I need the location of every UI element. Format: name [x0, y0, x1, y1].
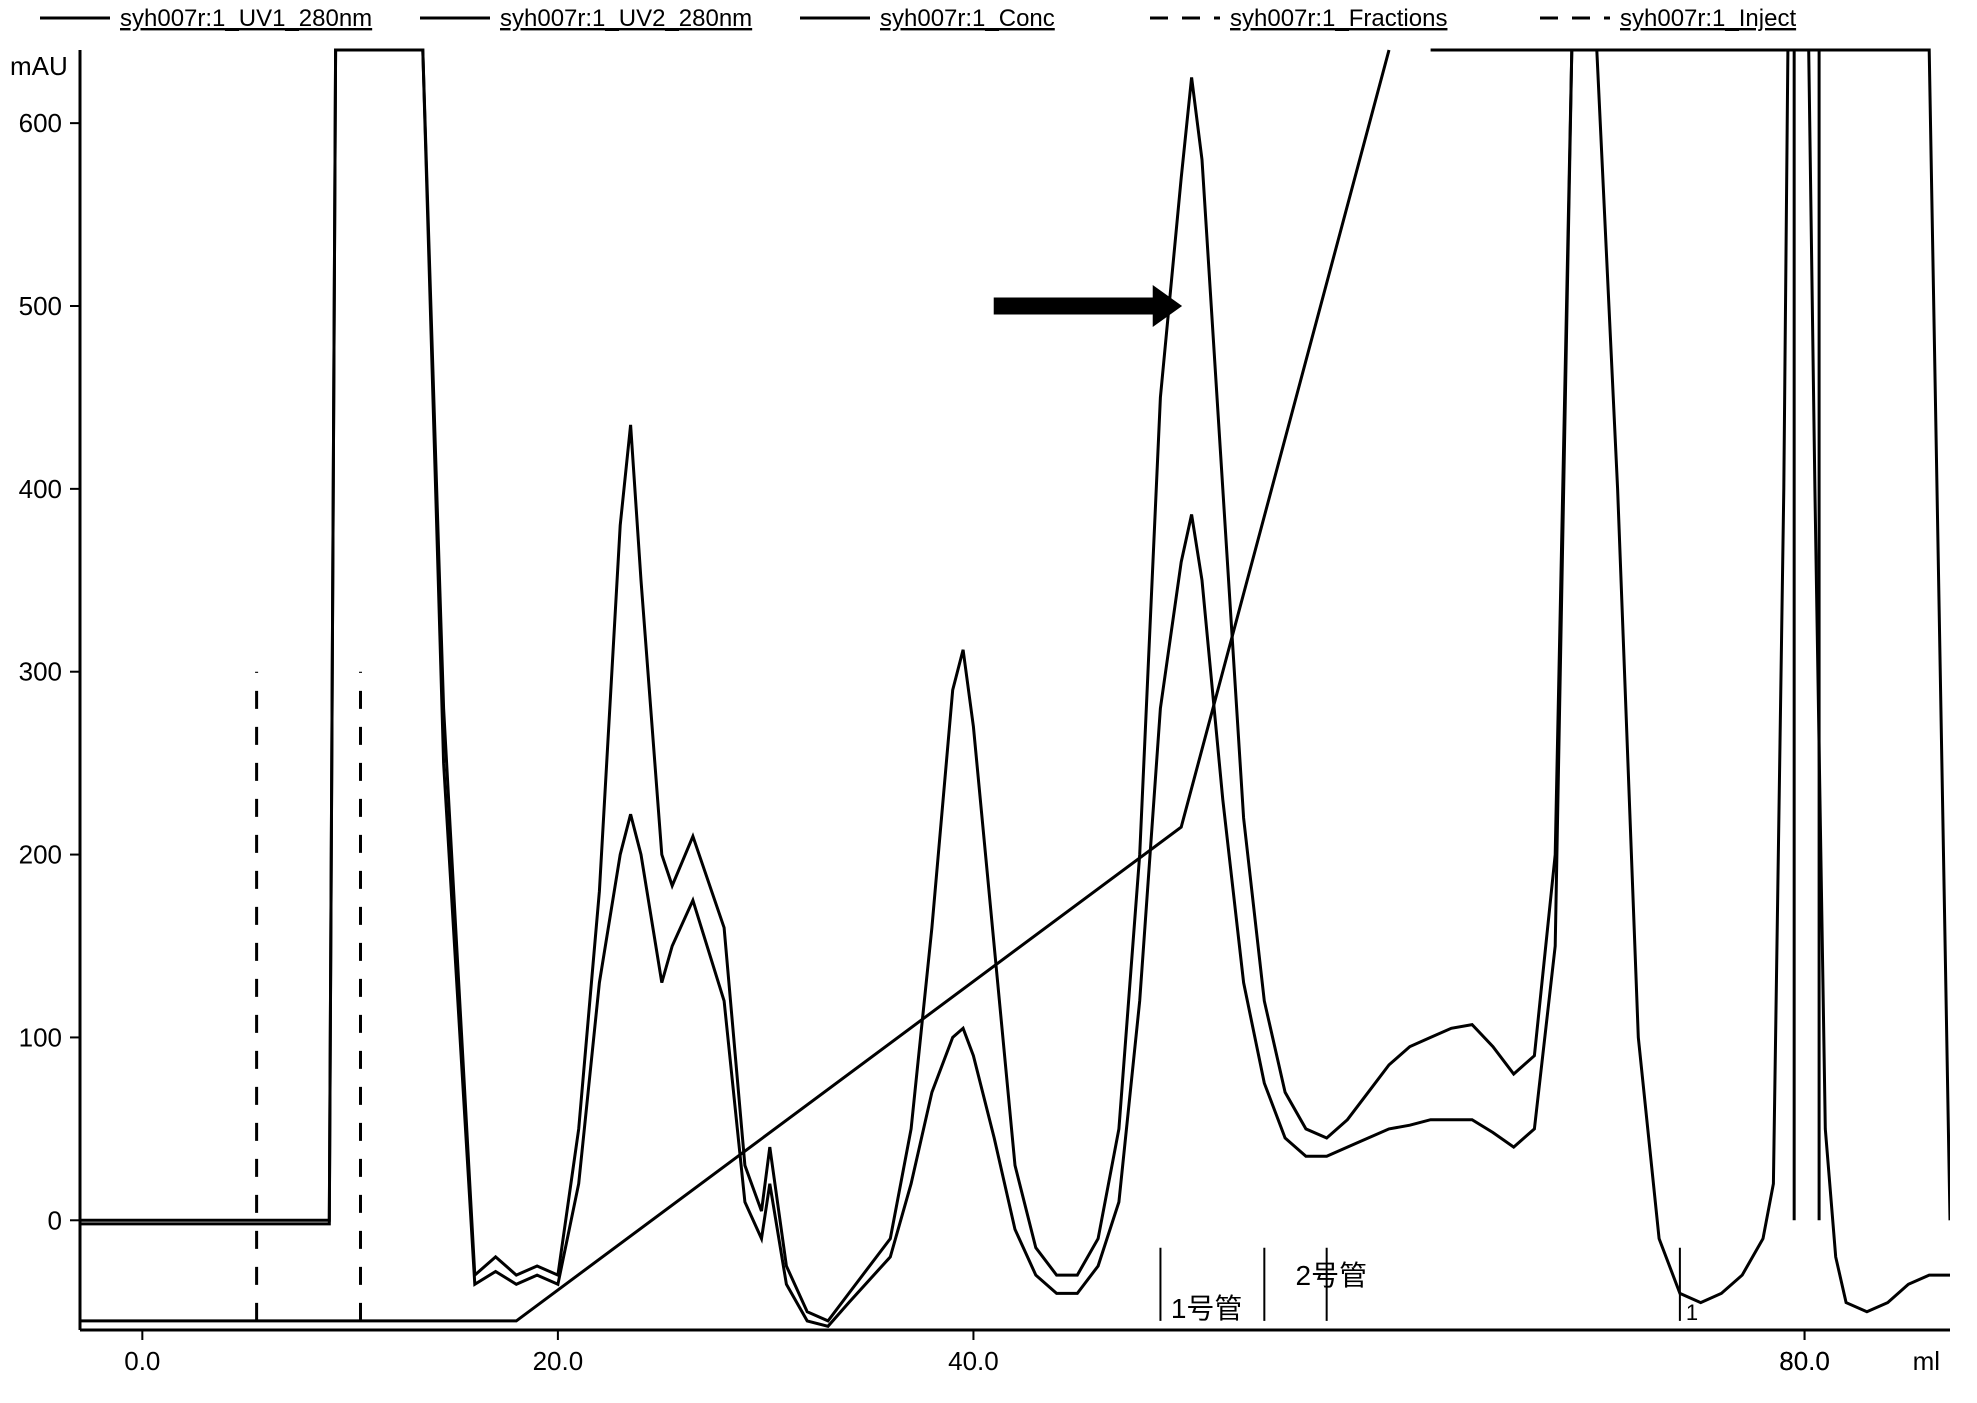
- y-tick-label: 500: [19, 291, 62, 321]
- x-tick-label: 40.0: [948, 1346, 999, 1376]
- arrow-icon: [994, 286, 1181, 326]
- legend-label: syh007r:1_Fractions: [1230, 5, 1447, 32]
- y-tick-label: 600: [19, 108, 62, 138]
- legend-label: syh007r:1_UV2_280nm: [500, 5, 752, 32]
- trace-uv2: [80, 50, 1572, 1326]
- y-tick-label: 0: [48, 1205, 62, 1235]
- y-tick-label: 400: [19, 474, 62, 504]
- trace-uv1: [80, 50, 1572, 1321]
- x-tick-label: 0.0: [124, 1346, 160, 1376]
- y-tick-label: 200: [19, 840, 62, 870]
- y-tick-label: 100: [19, 1022, 62, 1052]
- chromatogram-chart: 0100200300400500600mAU0.020.040.080.080.…: [0, 0, 1977, 1403]
- x-tick-label: 20.0: [533, 1346, 584, 1376]
- y-axis-label: mAU: [10, 51, 68, 81]
- y-tick-label: 300: [19, 657, 62, 687]
- x-axis-label: ml: [1913, 1346, 1940, 1376]
- legend-label: syh007r:1_Inject: [1620, 5, 1796, 32]
- x-tick-label: 80.0: [1779, 1346, 1830, 1376]
- legend-label: syh007r:1_UV1_280nm: [120, 5, 372, 32]
- trace-conc-plateau: [1431, 50, 1950, 1220]
- fraction-index: 1: [1686, 1300, 1698, 1325]
- trace-right-dip2: [1809, 50, 1950, 1312]
- trace-right-dip: [1586, 50, 1788, 1303]
- tube-2-label: 2号管: [1296, 1260, 1368, 1291]
- legend-label: syh007r:1_Conc: [880, 5, 1055, 32]
- trace-conc: [80, 50, 1389, 1321]
- tube-1-label: 1号管: [1171, 1293, 1243, 1324]
